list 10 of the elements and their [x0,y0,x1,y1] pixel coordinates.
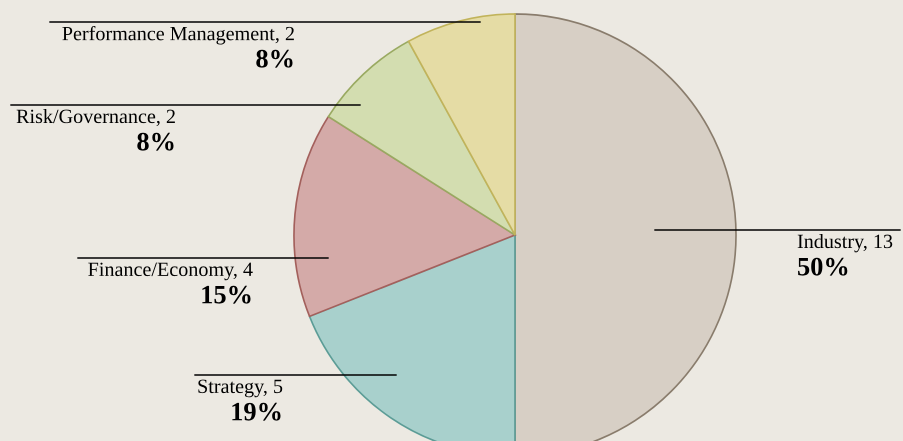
slice-label: Finance/Economy, 4 [88,262,253,280]
slice-label: Risk/Governance, 2 [16,109,175,126]
slice-label: Strategy, 5 [198,380,282,398]
data-label: 8% [137,132,174,151]
data-label: 8% [256,50,293,68]
data-label: 15% [202,286,251,304]
slice-label: Industry, 13 [798,234,892,252]
data-label: 19% [232,402,281,421]
data-label: 50% [798,258,848,276]
slice-label: Performance Management, 2 [62,26,294,45]
